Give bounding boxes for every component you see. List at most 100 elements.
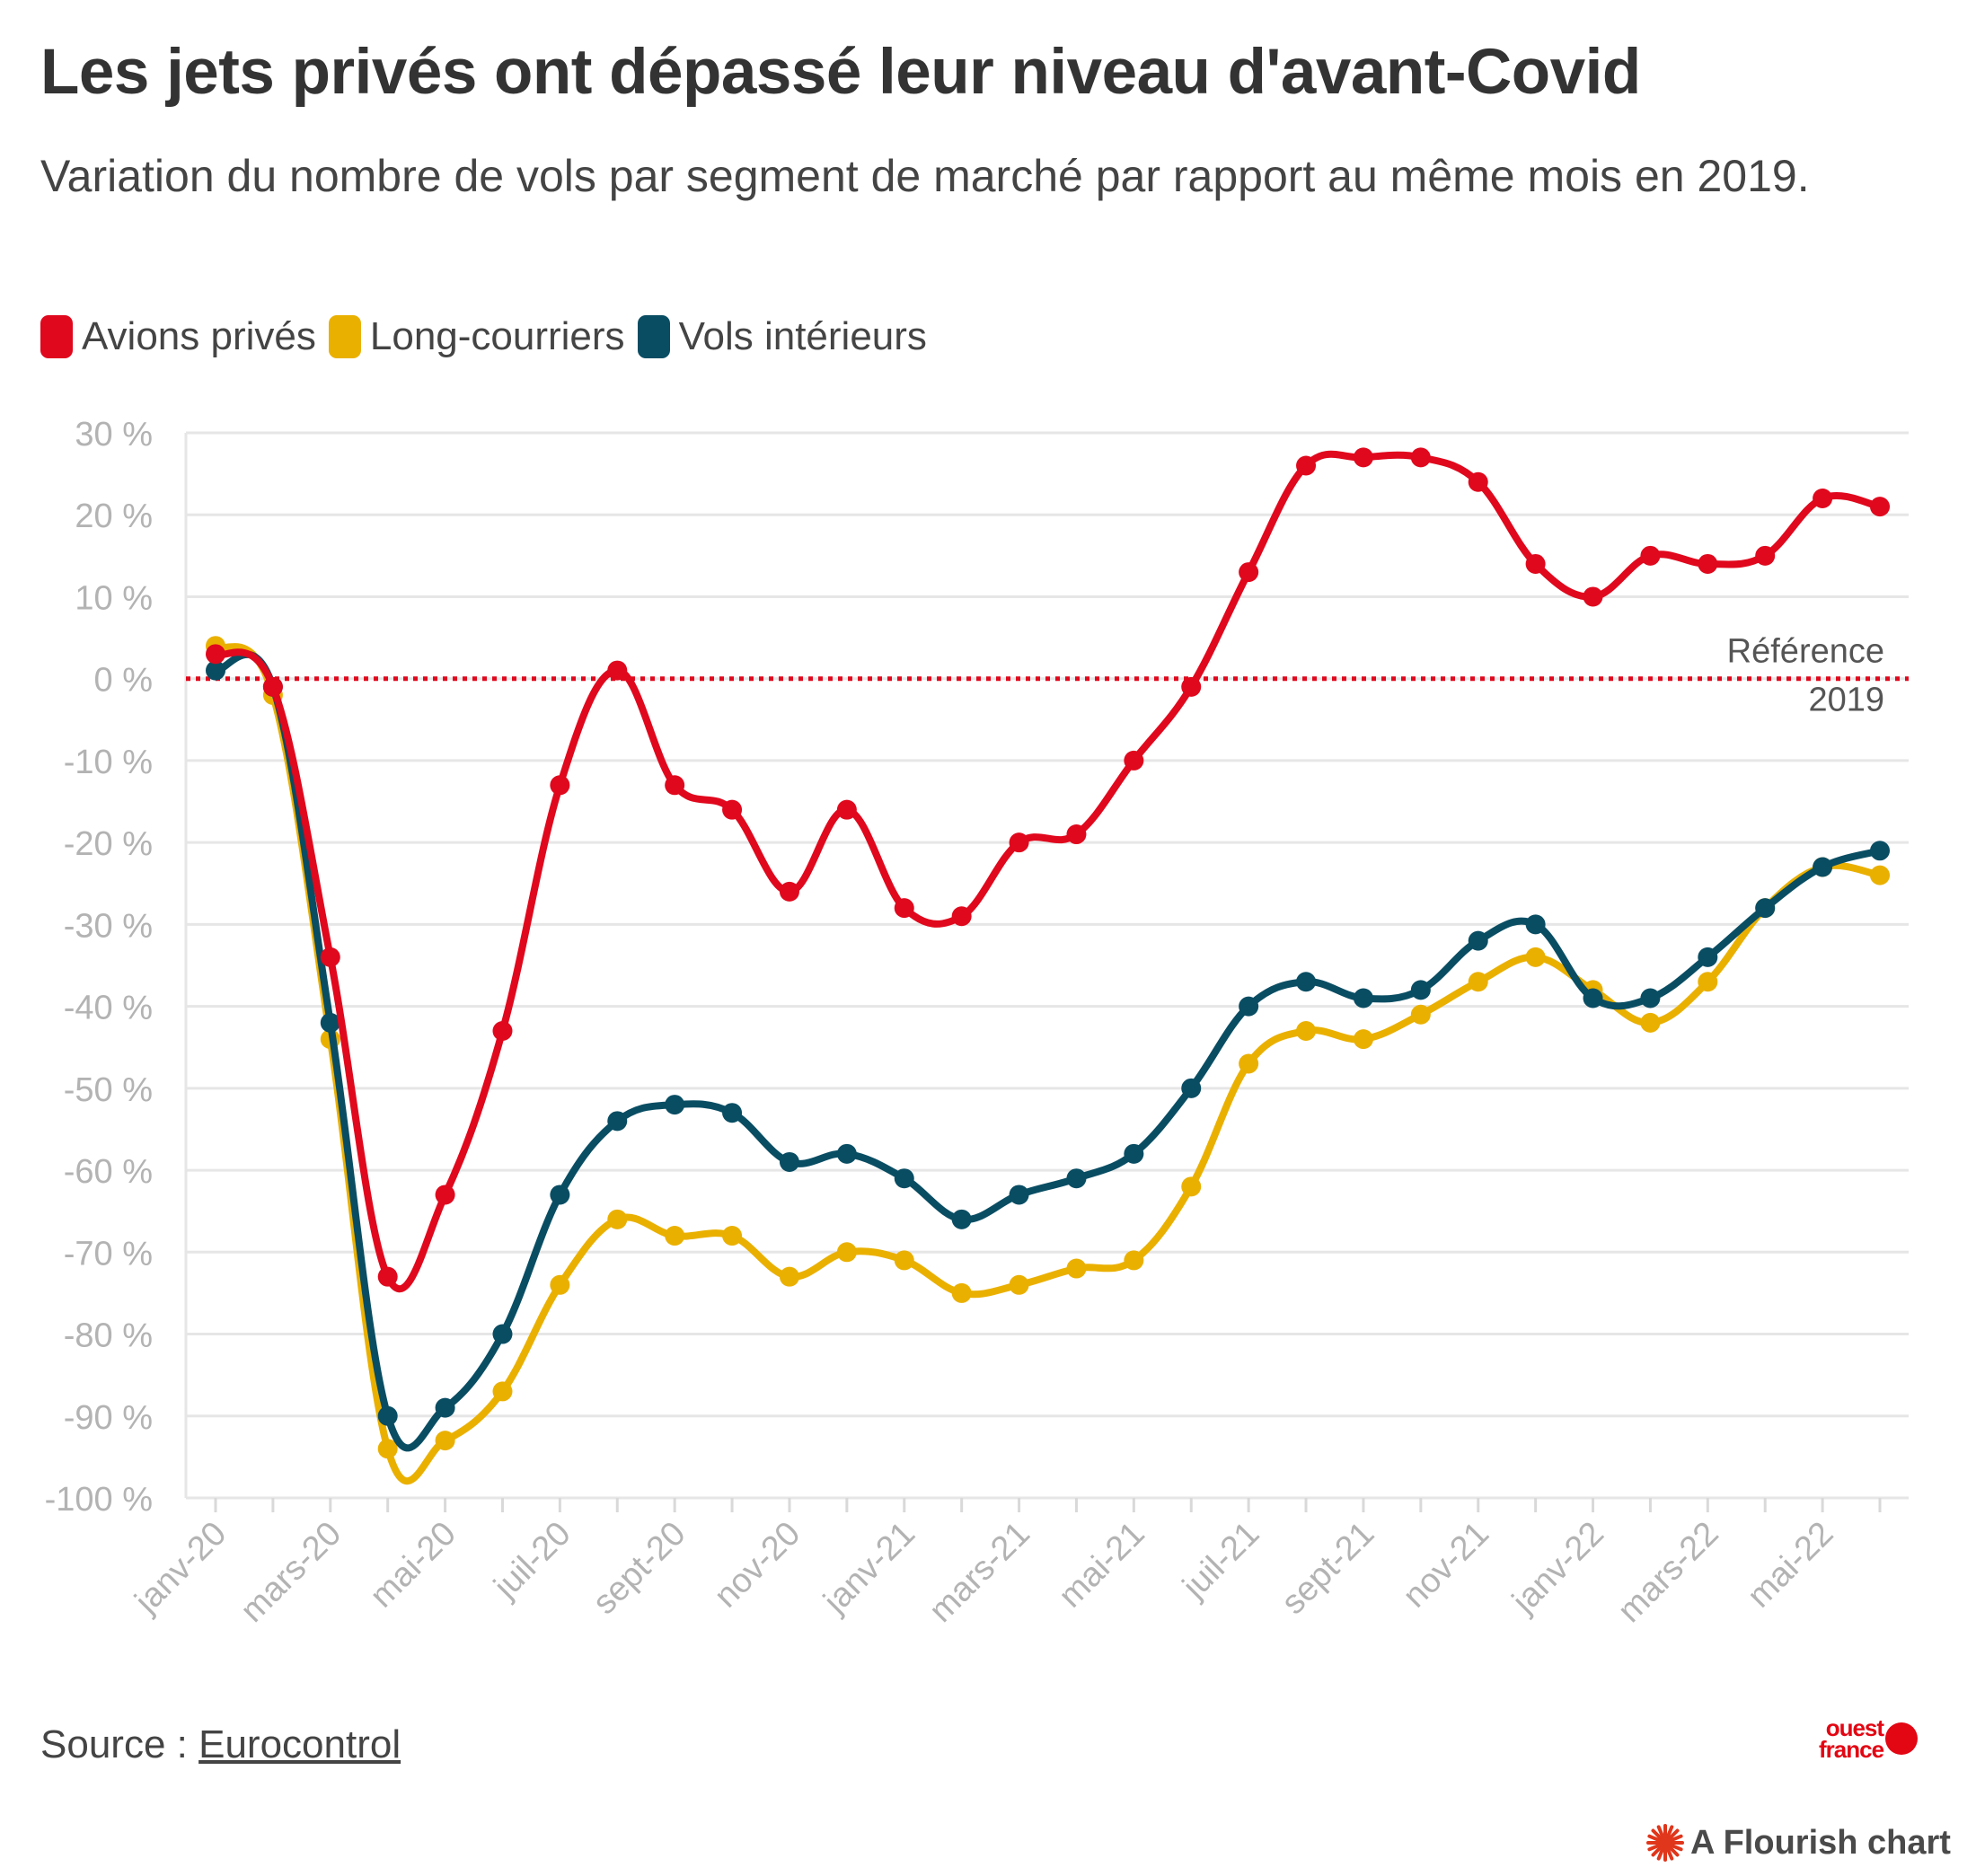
data-point-vols-interieurs (722, 1103, 743, 1123)
x-tick-label: janv-20 (128, 1515, 234, 1622)
data-point-avions-prives (1239, 562, 1259, 583)
data-point-vols-interieurs (1066, 1168, 1087, 1189)
data-point-long-courriers (1870, 865, 1890, 885)
x-tick-label: janv-21 (816, 1515, 923, 1622)
data-point-vols-interieurs (779, 1151, 799, 1172)
data-point-long-courriers (607, 1209, 628, 1229)
data-point-vols-interieurs (1755, 898, 1776, 919)
source-note: Source : Eurocontrol (40, 1722, 401, 1767)
data-point-avions-prives (1124, 750, 1144, 771)
line-chart: 30 % 20 % 10 % 0 % -10 % -20 % -30 % -40 % -50 %… (45, 416, 1909, 1630)
data-point-avions-prives (1640, 545, 1661, 566)
legend-item-long-courriers[interactable]: Long-courriers (328, 314, 625, 359)
y-tick-label: 20 % (75, 498, 153, 535)
data-point-vols-interieurs (1468, 930, 1488, 951)
data-point-avions-prives (320, 947, 340, 967)
data-point-long-courriers (951, 1282, 972, 1303)
data-point-avions-prives (1353, 447, 1373, 468)
data-point-vols-interieurs (550, 1185, 570, 1205)
data-point-avions-prives (1296, 455, 1317, 476)
reference-label-line-2: 2019 (1808, 682, 1884, 719)
y-tick-label: -60 % (64, 1153, 153, 1191)
data-point-vols-interieurs (320, 1012, 340, 1033)
x-tick-label: sept-21 (1275, 1515, 1381, 1622)
data-point-avions-prives (665, 775, 685, 796)
data-point-vols-interieurs (836, 1143, 857, 1164)
x-tick-label: juil-21 (1175, 1515, 1266, 1607)
chart-subtitle: Variation du nombre de vols par segment … (40, 151, 1810, 201)
data-point-long-courriers (435, 1431, 455, 1451)
data-point-vols-interieurs (1583, 988, 1603, 1008)
data-point-long-courriers (1698, 972, 1718, 992)
y-tick-label: -50 % (64, 1071, 153, 1109)
y-tick-label: -70 % (64, 1235, 153, 1273)
data-point-long-courriers (1468, 972, 1488, 992)
data-point-long-courriers (665, 1226, 685, 1246)
data-point-vols-interieurs (1296, 972, 1317, 992)
x-tick-label: mai-20 (363, 1515, 463, 1616)
data-point-vols-interieurs (665, 1095, 685, 1115)
data-point-avions-prives (722, 799, 743, 820)
y-tick-label: -30 % (64, 907, 153, 945)
y-tick-label: -20 % (64, 825, 153, 863)
data-point-avions-prives (779, 881, 799, 902)
legend: Avions privés Long-courriers Vols intéri… (40, 314, 939, 359)
legend-swatch-red (40, 315, 73, 358)
ouest-france-logo: ouest france (1819, 1716, 1919, 1761)
data-point-avions-prives (492, 1020, 513, 1041)
x-tick-label: janv-22 (1504, 1515, 1611, 1622)
x-tick-label: juil-20 (487, 1515, 578, 1607)
data-point-vols-interieurs (206, 660, 225, 681)
y-tick-label: -90 % (64, 1399, 153, 1437)
data-point-long-courriers (1525, 947, 1546, 967)
legend-item-avions-prives[interactable]: Avions privés (40, 314, 316, 359)
logo-text: ouest france (1819, 1716, 1884, 1761)
data-point-vols-interieurs (1181, 1078, 1202, 1098)
legend-item-vols-interieurs[interactable]: Vols intérieurs (637, 314, 927, 359)
data-point-avions-prives (1009, 832, 1029, 853)
data-point-avions-prives (836, 799, 857, 820)
data-point-avions-prives (1583, 586, 1603, 607)
data-point-long-courriers (1009, 1274, 1029, 1295)
data-point-long-courriers (1239, 1053, 1259, 1074)
y-tick-label: -100 % (45, 1481, 153, 1519)
data-point-long-courriers (492, 1381, 513, 1402)
data-point-long-courriers (779, 1266, 799, 1287)
y-tick-label: -10 % (64, 744, 153, 781)
data-point-avions-prives (1755, 545, 1776, 566)
data-point-vols-interieurs (607, 1111, 628, 1132)
legend-label: Long-courriers (369, 314, 625, 358)
data-point-long-courriers (1296, 1020, 1317, 1041)
data-point-vols-interieurs (1870, 841, 1890, 861)
data-point-avions-prives (1813, 488, 1833, 508)
reference-label-line-1: Référence (1727, 633, 1884, 671)
y-tick-label: -80 % (64, 1317, 153, 1355)
data-point-long-courriers (377, 1439, 398, 1459)
data-point-long-courriers (550, 1274, 570, 1295)
flourish-credit[interactable]: A Flourish chart (1645, 1823, 1951, 1863)
series-line-vols-interieurs (212, 650, 1883, 1452)
legend-swatch-yellow (328, 315, 361, 358)
data-point-avions-prives (1870, 497, 1890, 517)
data-point-vols-interieurs (492, 1324, 513, 1344)
source-link[interactable]: Eurocontrol (198, 1722, 401, 1766)
x-tick-label: nov-21 (1396, 1515, 1496, 1616)
data-point-vols-interieurs (951, 1209, 972, 1229)
y-tick-label: 0 % (94, 662, 153, 700)
x-tick-label: mai-22 (1741, 1515, 1841, 1616)
series-line-avions-prives (212, 450, 1883, 1293)
data-point-avions-prives (1525, 553, 1546, 574)
data-point-vols-interieurs (1525, 914, 1546, 935)
data-point-vols-interieurs (1353, 988, 1373, 1008)
data-point-avions-prives (377, 1266, 398, 1287)
y-tick-label: -40 % (64, 990, 153, 1027)
data-point-vols-interieurs (1813, 857, 1833, 877)
data-point-avions-prives (894, 898, 914, 919)
data-point-vols-interieurs (1009, 1185, 1029, 1205)
data-point-long-courriers (836, 1242, 857, 1263)
x-tick-label: mars-20 (234, 1515, 348, 1630)
data-point-avions-prives (262, 676, 283, 697)
data-point-long-courriers (722, 1226, 743, 1246)
data-point-vols-interieurs (894, 1168, 914, 1189)
data-point-long-courriers (1066, 1258, 1087, 1279)
